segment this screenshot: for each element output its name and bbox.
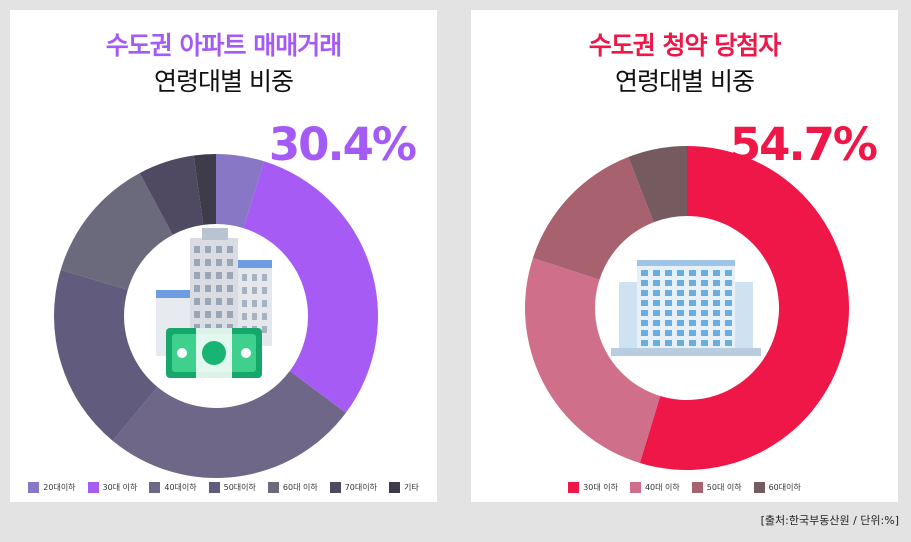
- legend-item: 20대이하: [28, 482, 76, 493]
- legend-swatch: [388, 482, 400, 493]
- source-note: [출처:한국부동산원 / 단위:%]: [760, 514, 899, 527]
- legend-item: 기타: [388, 482, 419, 493]
- legend-label: 20대이하: [43, 483, 76, 492]
- legend-item: 60대 이하: [267, 482, 318, 493]
- legend-swatch: [28, 482, 40, 493]
- legend-item: 50대 이하: [691, 482, 742, 493]
- highlight-value: 54.7%: [729, 118, 878, 171]
- chart-title: 수도권 청약 당첨자: [588, 31, 781, 60]
- legend-label: 60대이하: [768, 483, 801, 492]
- highlight-value: 30.4%: [268, 118, 417, 171]
- legend-swatch: [691, 482, 703, 493]
- chart-panel-apartment: 수도권 아파트 매매거래 연령대별 비중 30.4% 20대이하 30대 이하 40…: [10, 10, 437, 502]
- donut-slice-4: [54, 269, 158, 441]
- chart-title: 수도권 아파트 매매거래: [105, 31, 342, 60]
- legend-label: 40대이하: [164, 483, 197, 492]
- legend: 20대이하 30대 이하 40대이하 50대이하 60대 이하 70대이하 기타: [10, 482, 437, 493]
- legend-item: 40대 이하: [629, 482, 680, 493]
- chart-panel-subscription: 수도권 청약 당첨자 연령대별 비중 54.7% 30대 이하 40대 이하 50대…: [471, 10, 898, 502]
- donut-slice-5: [60, 173, 173, 290]
- donut-slice-1: [216, 154, 265, 229]
- legend-swatch: [568, 482, 580, 493]
- apartment-building-icon: [611, 260, 761, 356]
- donut-chart-subscription: [524, 146, 849, 470]
- legend-item: 30대 이하: [87, 482, 138, 493]
- legend-label: 50대 이하: [706, 483, 742, 492]
- legend-item: 60대이하: [753, 482, 801, 493]
- legend-swatch: [629, 482, 641, 493]
- legend-item: 70대이하: [329, 482, 377, 493]
- legend-label: 60대 이하: [282, 483, 318, 492]
- legend-swatch: [267, 482, 279, 493]
- legend-label: 30대 이하: [102, 483, 138, 492]
- donut-slice-6: [139, 155, 204, 235]
- donut-slice-2: [524, 257, 661, 463]
- donut-slice-3: [532, 157, 654, 280]
- legend: 30대 이하 40대 이하 50대 이하 60대이하: [471, 482, 898, 493]
- chart-subtitle: 연령대별 비중: [615, 67, 755, 96]
- donut-slice-2: [243, 161, 378, 413]
- legend-label: 70대이하: [344, 483, 377, 492]
- legend-label: 50대이하: [223, 483, 256, 492]
- legend-swatch: [208, 482, 220, 493]
- legend-swatch: [87, 482, 99, 493]
- legend-item: 40대이하: [149, 482, 197, 493]
- legend-label: 기타: [403, 483, 419, 492]
- legend-item: 30대 이하: [568, 482, 618, 493]
- donut-chart-apartment: [54, 154, 378, 478]
- legend-item: 50대이하: [208, 482, 256, 493]
- chart-subtitle: 연령대별 비중: [154, 67, 294, 96]
- legend-swatch: [149, 482, 161, 493]
- building-money-icon: [156, 228, 272, 378]
- donut-slice-3: [112, 371, 346, 478]
- donut-slice-7: [193, 154, 216, 225]
- donut-slice-4: [628, 146, 687, 223]
- legend-swatch: [329, 482, 341, 493]
- donut-slice-1: [639, 146, 849, 470]
- legend-swatch: [753, 482, 765, 493]
- legend-label: 30대 이하: [583, 483, 618, 492]
- legend-label: 40대 이하: [644, 483, 680, 492]
